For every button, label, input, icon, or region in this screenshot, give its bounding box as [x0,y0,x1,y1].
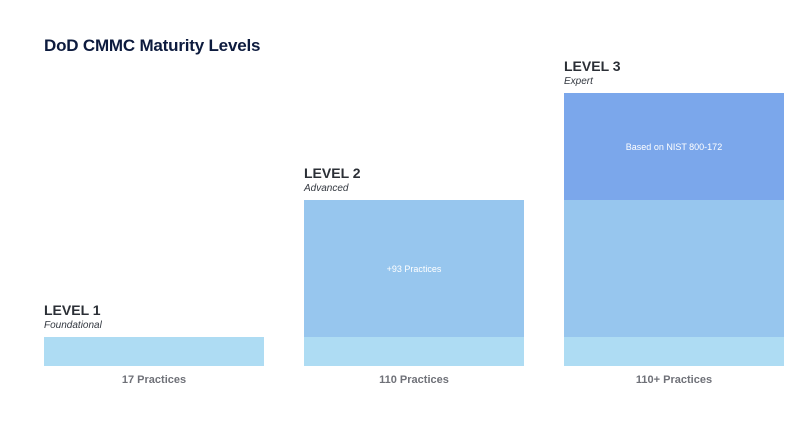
level-1-base-block [44,337,264,366]
level-3-nist-block: Based on NIST 800-172 [564,93,784,200]
level-2-added-practices-block: +93 Practices [304,200,524,337]
level-2-name: LEVEL 2 [304,165,361,181]
level-3-nist-label: Based on NIST 800-172 [625,142,723,152]
level-1-subtitle: Foundational [44,320,102,331]
level-1-name: LEVEL 1 [44,302,101,318]
level-2-base-block [304,337,524,366]
level-3-base-block [564,337,784,366]
page-title: DoD CMMC Maturity Levels [44,36,261,55]
level-3-mid-block [564,200,784,337]
level-2-practice-count: 110 Practices [379,374,449,386]
level-2-subtitle: Advanced [304,183,349,194]
level-3-subtitle: Expert [564,76,593,87]
level-2-added-practices-label: +93 Practices [386,264,442,274]
level-3-name: LEVEL 3 [564,58,621,74]
level-1-practice-count: 17 Practices [121,374,187,386]
level-3-practice-count: 110+ Practices [635,374,713,386]
